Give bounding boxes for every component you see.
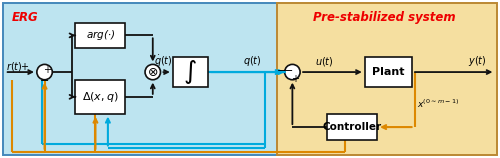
Bar <box>76 80 126 114</box>
Text: $x^{(0\sim m-1)}$: $x^{(0\sim m-1)}$ <box>417 98 459 110</box>
Text: $q(t)$: $q(t)$ <box>243 54 262 68</box>
Text: $\otimes$: $\otimes$ <box>147 66 158 79</box>
Text: $\Delta(x,q)$: $\Delta(x,q)$ <box>82 90 119 104</box>
Text: $-$: $-$ <box>276 64 286 74</box>
Text: $+$: $+$ <box>291 73 300 84</box>
Text: arg($\cdot$): arg($\cdot$) <box>86 28 115 42</box>
Text: Controller: Controller <box>322 122 382 132</box>
Text: $\dot{q}(t)$: $\dot{q}(t)$ <box>154 54 173 69</box>
Bar <box>328 114 377 140</box>
Text: $-$: $-$ <box>284 64 294 74</box>
Text: Plant: Plant <box>372 67 404 77</box>
Circle shape <box>145 64 160 80</box>
Text: $-$: $-$ <box>39 73 49 84</box>
Text: $y(t)$: $y(t)$ <box>468 54 486 68</box>
Text: $+$: $+$ <box>20 61 28 72</box>
Circle shape <box>284 64 300 80</box>
Text: $+$: $+$ <box>43 64 52 75</box>
Text: $\int$: $\int$ <box>183 58 197 86</box>
Bar <box>76 22 126 48</box>
Text: $r(t)$: $r(t)$ <box>6 60 22 73</box>
Bar <box>364 57 412 87</box>
Text: Pre-stabilized system: Pre-stabilized system <box>314 11 456 24</box>
Bar <box>2 3 280 155</box>
Circle shape <box>37 64 52 80</box>
Text: ERG: ERG <box>12 11 38 24</box>
Text: $u(t)$: $u(t)$ <box>316 55 334 68</box>
Bar <box>172 57 208 87</box>
Bar <box>278 3 497 155</box>
